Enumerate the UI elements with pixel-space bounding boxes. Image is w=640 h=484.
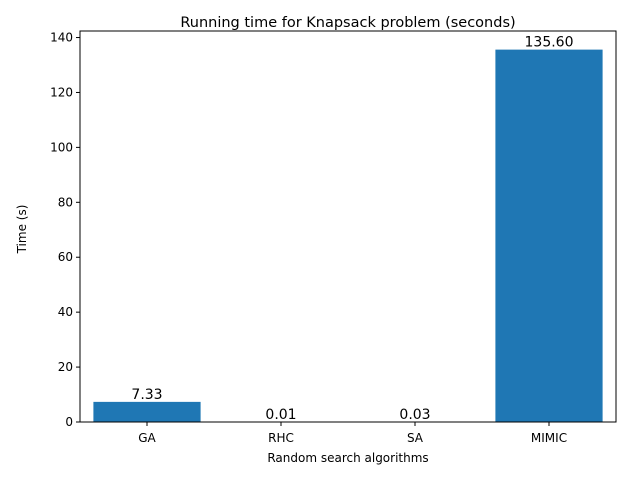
x-tick-label-ga: GA xyxy=(138,431,156,445)
y-tick-label-100: 100 xyxy=(50,140,73,154)
y-tick-label-0: 0 xyxy=(65,415,73,429)
y-tick-label-60: 60 xyxy=(58,250,73,264)
y-tick-label-80: 80 xyxy=(58,195,73,209)
x-tick-label-mimic: MIMIC xyxy=(531,431,567,445)
value-label-ga: 7.33 xyxy=(131,387,162,403)
bar-ga xyxy=(93,402,200,422)
y-tick-label-140: 140 xyxy=(50,31,73,45)
bar-mimic xyxy=(495,50,602,422)
value-label-mimic: 135.60 xyxy=(525,35,574,51)
value-label-sa: 0.03 xyxy=(399,407,430,423)
y-tick-label-40: 40 xyxy=(58,305,73,319)
x-tick-label-sa: SA xyxy=(407,431,424,445)
x-axis-label: Random search algorithms xyxy=(267,451,428,465)
x-tick-label-rhc: RHC xyxy=(268,431,294,445)
chart-title: Running time for Knapsack problem (secon… xyxy=(180,15,515,31)
y-axis-label: Time (s) xyxy=(15,205,29,255)
y-tick-label-120: 120 xyxy=(50,85,73,99)
value-label-rhc: 0.01 xyxy=(265,407,296,423)
y-tick-label-20: 20 xyxy=(58,360,73,374)
